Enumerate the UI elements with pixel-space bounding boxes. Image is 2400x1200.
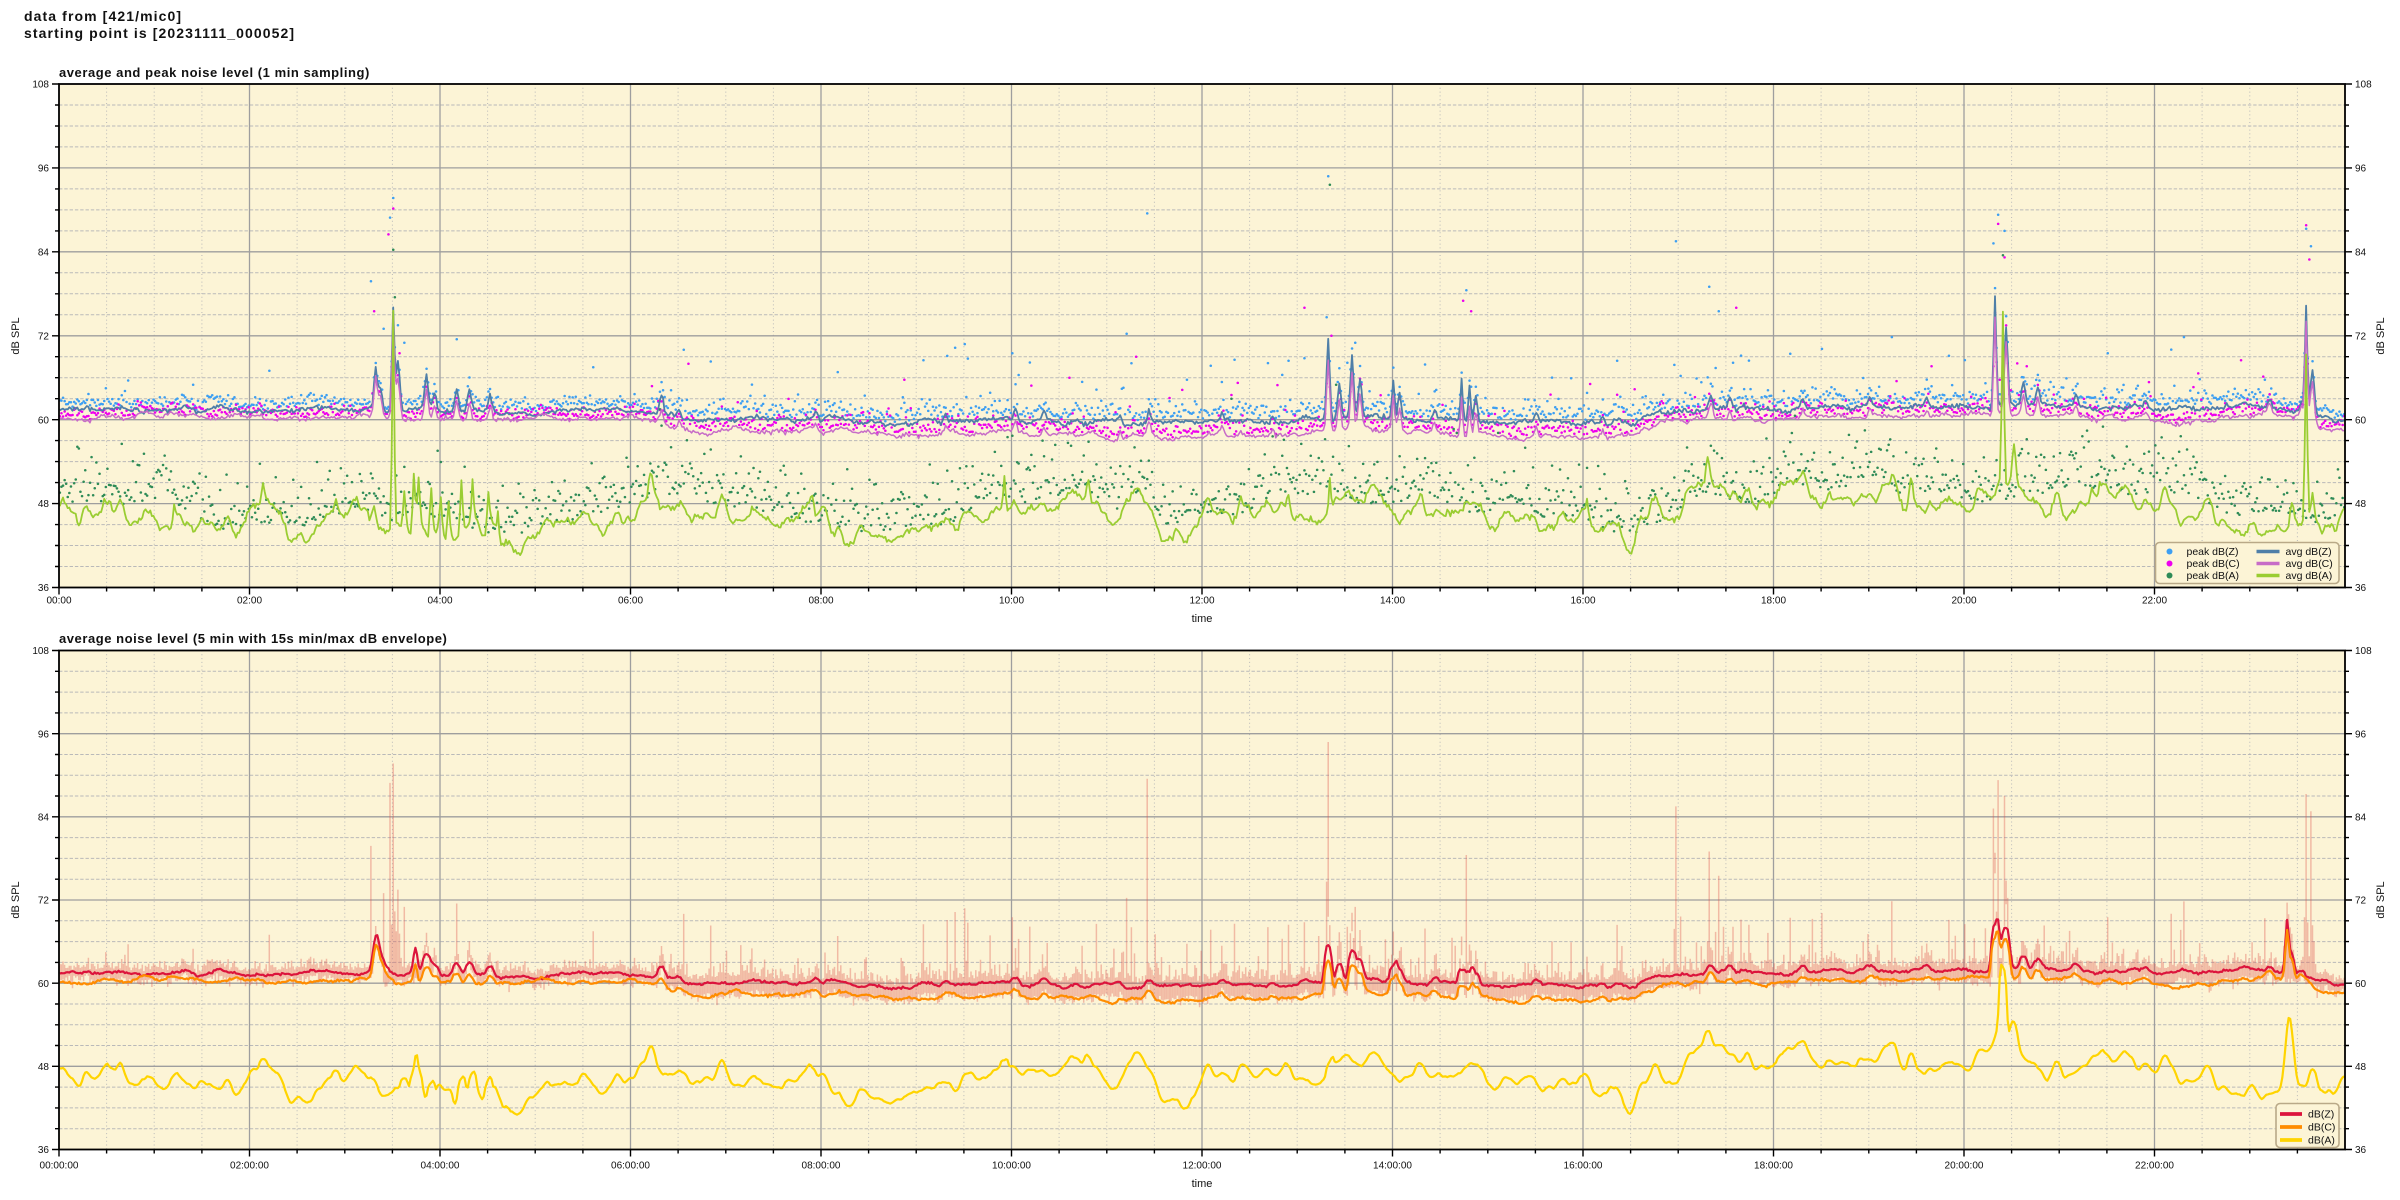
- svg-text:avg dB(C): avg dB(C): [2286, 558, 2333, 570]
- svg-text:dB(Z): dB(Z): [2308, 1109, 2334, 1121]
- svg-text:average and peak noise level (: average and peak noise level (1 min samp…: [59, 65, 370, 80]
- svg-text:108: 108: [2355, 646, 2372, 657]
- svg-text:96: 96: [38, 164, 50, 175]
- svg-text:96: 96: [2355, 729, 2367, 740]
- svg-text:06:00: 06:00: [618, 596, 643, 607]
- svg-text:18:00:00: 18:00:00: [1754, 1161, 1793, 1172]
- svg-text:72: 72: [2355, 331, 2367, 342]
- svg-text:14:00:00: 14:00:00: [1373, 1161, 1412, 1172]
- svg-text:peak dB(C): peak dB(C): [2187, 558, 2240, 570]
- svg-text:10:00: 10:00: [999, 596, 1024, 607]
- svg-text:average noise level (5 min wit: average noise level (5 min with 15s min/…: [59, 631, 447, 646]
- svg-text:48: 48: [2355, 499, 2367, 510]
- svg-text:84: 84: [38, 247, 50, 258]
- svg-text:dB SPL: dB SPL: [2375, 317, 2387, 354]
- svg-text:dB SPL: dB SPL: [10, 881, 22, 918]
- svg-text:08:00: 08:00: [808, 596, 833, 607]
- svg-text:06:00:00: 06:00:00: [611, 1161, 650, 1172]
- svg-text:04:00: 04:00: [427, 596, 452, 607]
- svg-text:22:00:00: 22:00:00: [2135, 1161, 2174, 1172]
- svg-text:22:00: 22:00: [2142, 596, 2167, 607]
- svg-text:02:00: 02:00: [237, 596, 262, 607]
- svg-text:48: 48: [38, 1062, 50, 1073]
- svg-text:avg dB(Z): avg dB(Z): [2286, 546, 2332, 558]
- svg-text:04:00:00: 04:00:00: [421, 1161, 460, 1172]
- svg-text:36: 36: [38, 583, 50, 594]
- svg-text:18:00: 18:00: [1761, 596, 1786, 607]
- svg-text:60: 60: [2355, 415, 2367, 426]
- svg-text:60: 60: [38, 415, 50, 426]
- svg-text:84: 84: [2355, 247, 2367, 258]
- svg-text:36: 36: [38, 1145, 50, 1156]
- svg-text:48: 48: [38, 499, 50, 510]
- svg-text:96: 96: [38, 729, 50, 740]
- svg-text:14:00: 14:00: [1380, 596, 1405, 607]
- svg-text:12:00: 12:00: [1189, 596, 1214, 607]
- svg-text:00:00:00: 00:00:00: [40, 1161, 79, 1172]
- svg-text:dB(C): dB(C): [2308, 1122, 2335, 1134]
- svg-text:16:00: 16:00: [1570, 596, 1595, 607]
- svg-text:108: 108: [32, 646, 49, 657]
- svg-text:avg dB(A): avg dB(A): [2286, 570, 2333, 582]
- svg-text:16:00:00: 16:00:00: [1564, 1161, 1603, 1172]
- svg-text:84: 84: [2355, 812, 2367, 823]
- svg-text:60: 60: [2355, 979, 2367, 990]
- svg-text:108: 108: [32, 80, 49, 91]
- svg-text:72: 72: [38, 896, 50, 907]
- svg-text:36: 36: [2355, 583, 2367, 594]
- svg-text:time: time: [1192, 1178, 1213, 1190]
- svg-text:60: 60: [38, 979, 50, 990]
- svg-text:00:00: 00:00: [46, 596, 71, 607]
- svg-text:peak dB(Z): peak dB(Z): [2187, 546, 2239, 558]
- svg-text:84: 84: [38, 812, 50, 823]
- svg-text:10:00:00: 10:00:00: [992, 1161, 1031, 1172]
- svg-text:72: 72: [2355, 896, 2367, 907]
- svg-text:20:00: 20:00: [1951, 596, 1976, 607]
- svg-text:time: time: [1192, 613, 1213, 625]
- svg-text:dB(A): dB(A): [2308, 1135, 2335, 1147]
- svg-text:36: 36: [2355, 1145, 2367, 1156]
- svg-text:dB SPL: dB SPL: [2375, 881, 2387, 918]
- svg-text:starting point is [20231111_00: starting point is [20231111_000052]: [24, 25, 295, 41]
- svg-text:72: 72: [38, 331, 50, 342]
- svg-text:48: 48: [2355, 1062, 2367, 1073]
- svg-text:peak dB(A): peak dB(A): [2187, 570, 2240, 582]
- svg-text:12:00:00: 12:00:00: [1183, 1161, 1222, 1172]
- svg-text:02:00:00: 02:00:00: [230, 1161, 269, 1172]
- svg-text:data from [421/mic0]: data from [421/mic0]: [24, 8, 182, 24]
- svg-text:108: 108: [2355, 80, 2372, 91]
- svg-text:dB SPL: dB SPL: [10, 317, 22, 354]
- svg-text:20:00:00: 20:00:00: [1945, 1161, 1984, 1172]
- svg-text:96: 96: [2355, 164, 2367, 175]
- svg-text:08:00:00: 08:00:00: [802, 1161, 841, 1172]
